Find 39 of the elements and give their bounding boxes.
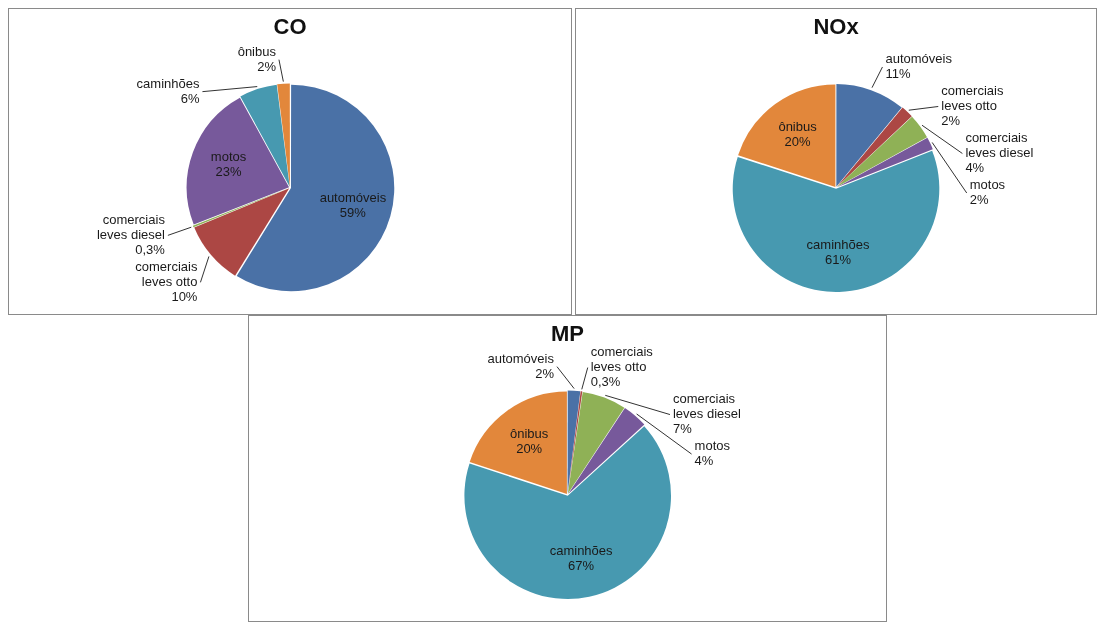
slice-label: caminhões <box>136 75 200 91</box>
data-label: 2% <box>535 365 555 381</box>
slice-label: ônibus <box>237 43 277 59</box>
slice-label: automóveis <box>487 350 555 366</box>
chart-title: MP <box>551 321 584 347</box>
data-label: 10% <box>171 288 198 304</box>
slice-label: caminhões <box>806 237 870 253</box>
data-label: 23% <box>215 164 243 180</box>
slice-label: motos <box>969 177 1006 193</box>
data-label: 2% <box>941 113 961 129</box>
slice-label: ônibus <box>510 425 549 441</box>
chart-title: CO <box>273 14 307 40</box>
slice-label: comerciais leves otto <box>590 344 654 375</box>
data-label: 59% <box>339 204 367 220</box>
data-label: 67% <box>568 557 595 573</box>
slice-label: motos <box>694 438 731 454</box>
data-label: 11% <box>885 66 911 82</box>
slice-label: comerciais leves otto <box>941 83 1004 114</box>
slice-label: automóveis <box>885 51 953 67</box>
slice-label: comerciais leves otto <box>135 258 198 289</box>
data-label: 6% <box>180 90 200 106</box>
data-label: 2% <box>969 192 989 208</box>
slice-label: comerciais leves diesel <box>96 211 166 242</box>
slice-label: comerciais leves diesel <box>965 130 1034 161</box>
data-label: 4% <box>965 160 985 176</box>
slice-label: comerciais leves diesel <box>672 391 742 422</box>
data-label: 0,3% <box>135 241 166 257</box>
data-label: 20% <box>516 440 543 456</box>
slice-label: ônibus <box>778 118 818 134</box>
slice-label: automóveis <box>319 189 387 205</box>
slice-label: caminhões <box>549 542 614 558</box>
data-label: 20% <box>784 133 812 149</box>
slice-label: motos <box>210 149 247 165</box>
data-label: 0,3% <box>590 374 621 390</box>
data-label: 4% <box>694 453 714 469</box>
data-label: 2% <box>257 58 277 74</box>
data-label: 7% <box>672 421 693 437</box>
data-label: 61% <box>825 252 852 268</box>
chart-title: NOx <box>813 14 860 40</box>
